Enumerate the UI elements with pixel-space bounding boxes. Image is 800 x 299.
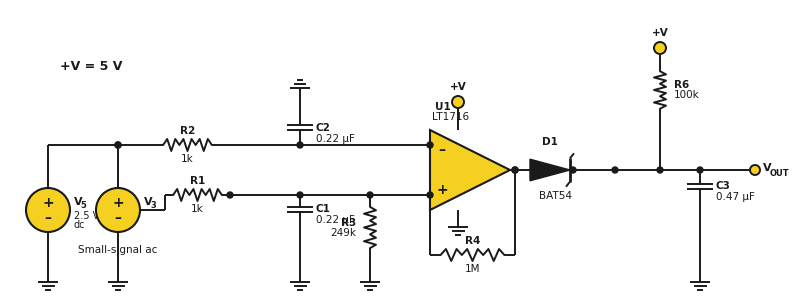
Circle shape [227,192,233,198]
Text: Small-signal ac: Small-signal ac [78,245,158,255]
Text: V: V [144,197,153,207]
Circle shape [570,167,576,173]
Text: 0.47 μF: 0.47 μF [716,192,755,202]
Text: U1: U1 [435,102,450,112]
Circle shape [427,192,433,198]
Text: 249k: 249k [330,228,356,237]
Text: C2: C2 [316,123,331,133]
Text: 1k: 1k [191,204,204,214]
Text: –: – [45,211,51,225]
Text: +V = 5 V: +V = 5 V [60,60,122,73]
Circle shape [750,165,760,175]
Text: 3: 3 [150,202,156,210]
Text: +: + [42,196,54,210]
Text: +V: +V [652,28,668,38]
Text: +V: +V [450,82,466,92]
Text: R6: R6 [674,80,690,90]
Text: D1: D1 [542,137,558,147]
Text: BAT54: BAT54 [538,191,571,201]
Circle shape [367,192,373,198]
Circle shape [26,188,70,232]
Text: C3: C3 [716,181,731,191]
Circle shape [452,96,464,108]
Circle shape [612,167,618,173]
Circle shape [512,167,518,173]
Text: 0.22 μF: 0.22 μF [316,134,355,144]
Text: R3: R3 [341,217,356,228]
Circle shape [115,142,121,148]
Circle shape [297,142,303,148]
Text: R4: R4 [465,236,480,246]
Text: 2.5 V: 2.5 V [74,211,99,221]
Text: LT1716: LT1716 [432,112,469,122]
Text: –: – [114,211,122,225]
Text: +: + [436,183,448,197]
Text: V: V [74,197,82,207]
Circle shape [654,42,666,54]
Text: 5: 5 [80,202,86,210]
Circle shape [697,167,703,173]
Text: 1k: 1k [181,154,194,164]
Text: R1: R1 [190,176,205,186]
Circle shape [512,167,518,173]
Text: R2: R2 [180,126,195,136]
Circle shape [657,167,663,173]
Circle shape [427,142,433,148]
Text: 0.22 μF: 0.22 μF [316,215,355,225]
Text: V: V [763,163,772,173]
Circle shape [96,188,140,232]
Text: dc: dc [74,220,86,230]
Polygon shape [530,159,570,181]
Circle shape [297,192,303,198]
Text: 100k: 100k [674,90,700,100]
Circle shape [115,142,121,148]
Polygon shape [430,130,510,210]
Text: –: – [438,143,446,157]
Text: 1M: 1M [465,264,480,274]
Text: OUT: OUT [770,169,790,178]
Text: +: + [112,196,124,210]
Text: C1: C1 [316,204,331,214]
